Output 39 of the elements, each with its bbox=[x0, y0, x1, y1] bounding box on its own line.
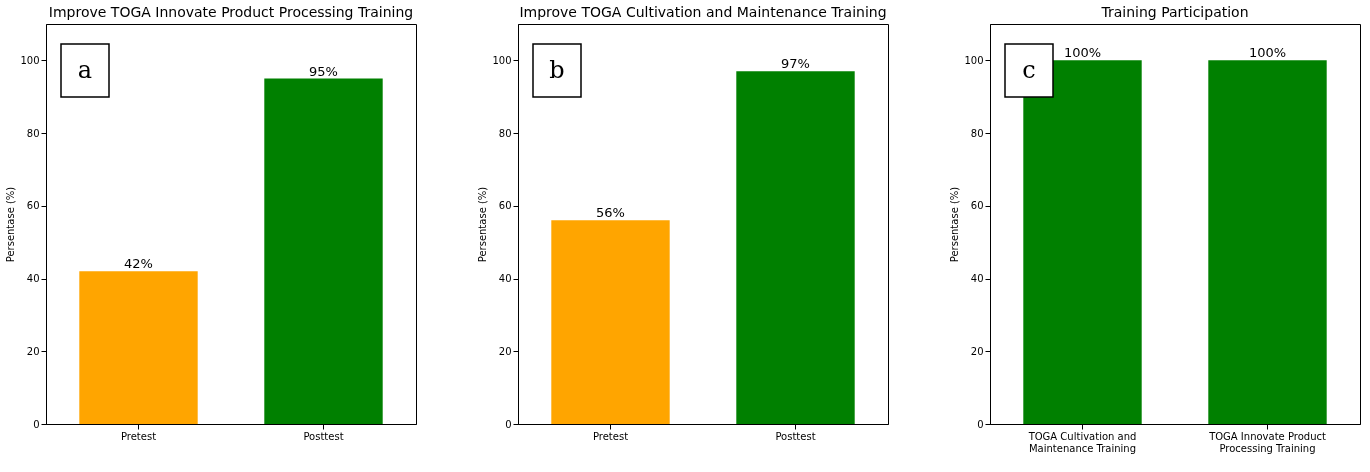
chart-title: Training Participation bbox=[1100, 4, 1249, 20]
y-tick-label: 60 bbox=[26, 200, 40, 212]
chart-title: Improve TOGA Cultivation and Maintenance Training bbox=[519, 4, 887, 20]
y-axis-title: Persentase (%) bbox=[5, 186, 17, 263]
y-tick-label: 60 bbox=[970, 200, 984, 212]
y-tick-label: 40 bbox=[970, 273, 984, 285]
data-label: 42% bbox=[124, 256, 153, 272]
data-label: 97% bbox=[781, 56, 810, 72]
annotation: c bbox=[1022, 56, 1036, 84]
x-tick-label: TOGA Cultivation and Maintenance Training bbox=[1027, 430, 1137, 454]
y-tick-label: 60 bbox=[498, 200, 512, 212]
x-tick-label: TOGA Innovate Product Processing Training bbox=[1208, 430, 1326, 454]
x-tick-label: Posttest bbox=[303, 430, 344, 442]
data-label: 100% bbox=[1063, 45, 1102, 61]
y-tick-label: 0 bbox=[505, 418, 512, 430]
data-label: 95% bbox=[309, 63, 338, 79]
data-label: 100% bbox=[1248, 45, 1287, 61]
x-tick-label: Pretest bbox=[120, 430, 157, 442]
annotation: b bbox=[549, 56, 565, 84]
data-label: 56% bbox=[596, 205, 625, 221]
y-tick-label: 40 bbox=[498, 273, 512, 285]
x-tick-label: Pretest bbox=[592, 430, 629, 442]
y-axis-title: Persentase (%) bbox=[949, 186, 961, 263]
y-tick-label: 100 bbox=[20, 54, 40, 66]
y-tick-label: 80 bbox=[970, 127, 984, 139]
y-tick-label: 40 bbox=[26, 273, 40, 285]
y-tick-label: 100 bbox=[964, 54, 984, 66]
chart-title: Improve TOGA Innovate Product Processing Training bbox=[48, 4, 414, 20]
y-tick-label: 20 bbox=[498, 345, 512, 357]
y-axis-title: Persentase (%) bbox=[477, 186, 489, 263]
y-tick-label: 80 bbox=[498, 127, 512, 139]
y-tick-label: 20 bbox=[970, 345, 984, 357]
y-tick-label: 100 bbox=[492, 54, 512, 66]
y-tick-label: 80 bbox=[26, 127, 40, 139]
y-tick-label: 20 bbox=[26, 345, 40, 357]
y-tick-label: 0 bbox=[33, 418, 40, 430]
y-tick-label: 0 bbox=[977, 418, 984, 430]
x-tick-label: Posttest bbox=[775, 430, 816, 442]
annotation: a bbox=[77, 56, 93, 84]
